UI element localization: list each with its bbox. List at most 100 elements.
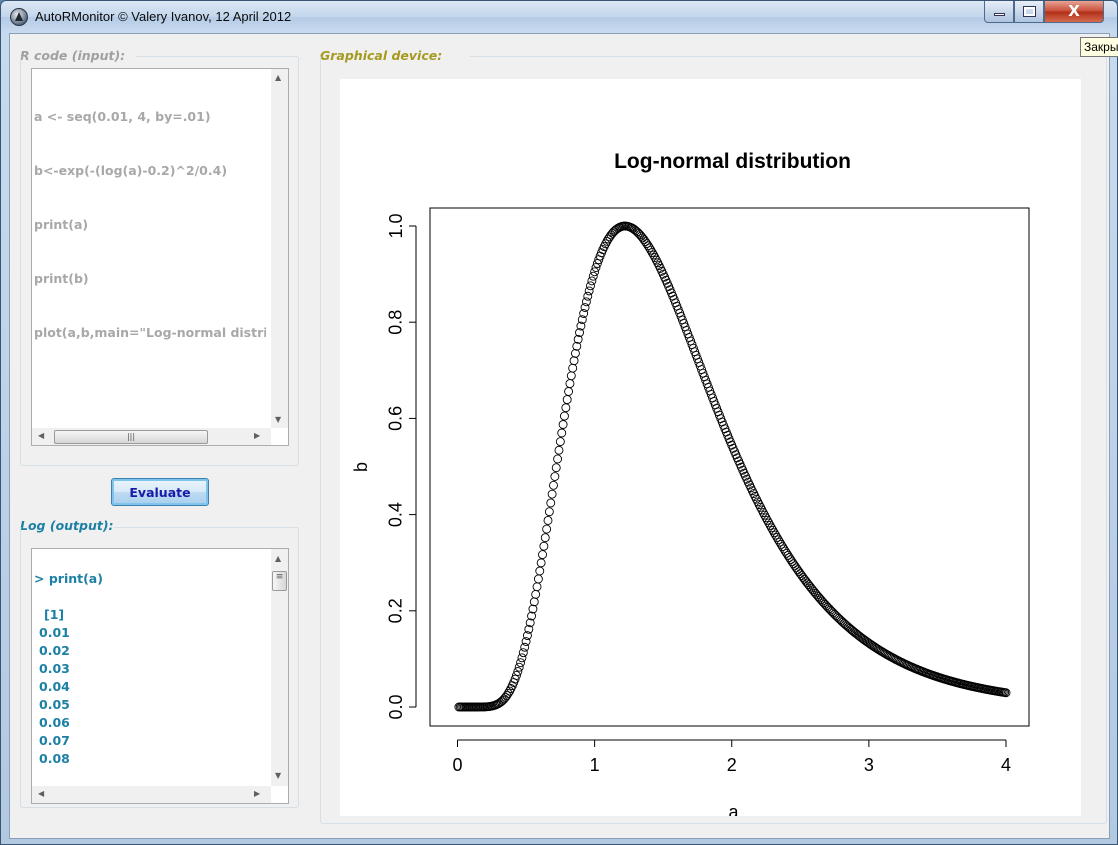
maximize-button[interactable] [1014,1,1044,23]
log-line: 0.01 [39,625,70,640]
log-vertical-scrollbar[interactable]: ▲ ≡ ▼ [271,549,288,786]
code-vertical-scrollbar[interactable]: ▲ ▼ [271,69,288,428]
data-point [518,648,528,658]
graphics-group-label: Graphical device: [320,48,443,63]
data-point [521,637,531,646]
data-point [528,604,538,614]
x-tick-label: 0 [452,755,462,775]
log-output[interactable]: > print(a) [1] 0.01 0.02 0.03 0.04 0.05 … [31,548,289,804]
data-point [758,508,768,518]
log-horizontal-scrollbar[interactable]: ◀ ▶ [32,786,271,803]
log-line: 0.03 [39,661,70,676]
data-point [569,356,579,366]
data-point [642,239,652,249]
code-line: print(b) [34,271,89,286]
data-point [780,546,790,556]
data-point [546,498,556,508]
scroll-down-icon[interactable]: ▼ [275,771,282,780]
data-point [761,513,771,523]
data-point [554,445,564,455]
close-button[interactable]: X [1044,1,1104,23]
data-point [760,510,770,520]
data-point [524,624,534,634]
x-tick-label: 1 [590,755,600,775]
data-point [754,500,764,510]
data-point [757,505,767,515]
app-icon[interactable] [10,8,28,26]
data-point [884,651,894,661]
data-point [889,653,899,663]
log-line: 0.08 [39,751,70,766]
scroll-right-icon[interactable]: ▶ [254,431,261,440]
data-point [503,688,513,698]
x-tick-label: 3 [864,755,874,775]
graphics-group-box [320,56,1107,824]
data-point [502,691,512,700]
data-point [762,515,772,525]
data-point [550,472,560,481]
x-tick-label: 4 [1001,755,1011,775]
scroll-up-icon[interactable]: ▲ [275,554,282,563]
data-point [525,618,535,628]
data-point [584,286,594,296]
log-group-box [20,527,299,808]
data-point [549,480,558,490]
data-point [536,558,546,568]
data-point [1001,688,1011,698]
data-point [570,348,580,358]
minimize-button[interactable] [984,1,1014,23]
client-area: R code (input): a <- seq(0.01, 4, by=.01… [9,33,1110,839]
data-point [516,658,526,668]
code-line: b<-exp(-(log(a)-0.2)^2/0.4) [34,163,228,178]
input-group-line [136,56,298,57]
data-point [576,321,586,331]
data-point [887,653,897,662]
code-input[interactable]: a <- seq(0.01, 4, by=.01) b<-exp(-(log(a… [31,68,289,446]
data-point [565,379,575,389]
data-point [520,642,530,652]
data-point [505,686,515,696]
scroll-left-icon[interactable]: ◀ [38,431,45,440]
data-point [572,341,582,351]
data-point [779,544,789,554]
data-point [561,403,571,413]
data-point [558,420,568,429]
data-point [643,241,653,251]
title-bar[interactable]: AutoRMonitor © Valery Ivanov, 12 April 2… [1,1,1117,33]
data-point [551,463,561,473]
y-tick-label: 0.4 [386,502,406,527]
data-point [778,542,787,552]
scroll-up-icon[interactable]: ▲ [275,73,282,82]
log-group-line [114,527,298,528]
data-point [771,530,781,540]
data-point [531,589,541,599]
data-point [514,662,524,672]
data-point [581,297,591,307]
evaluate-button[interactable]: Evaluate [111,478,209,506]
log-line: 0.02 [39,643,70,658]
data-point [767,523,776,533]
data-point [782,548,792,558]
data-point [601,239,611,249]
vertical-scroll-thumb[interactable]: ≡ [272,571,287,591]
maximize-icon [1022,6,1036,17]
scroll-down-icon[interactable]: ▼ [275,415,282,424]
scroll-right-icon[interactable]: ▶ [254,789,261,798]
data-point [588,271,598,281]
code-horizontal-scrollbar[interactable]: ◀ ||| ▶ [32,428,271,445]
chart-title: Log-normal distribution [614,150,851,173]
code-line: a <- seq(0.01, 4, by=.01) [34,109,211,124]
data-point [765,520,775,530]
data-point [764,518,774,528]
scroll-left-icon[interactable]: ◀ [38,789,45,798]
horizontal-scroll-thumb[interactable]: ||| [54,430,208,444]
y-tick-label: 0.2 [386,598,406,623]
data-point [560,411,569,421]
data-point [539,541,549,551]
data-point [646,245,656,255]
data-point [645,243,654,253]
log-line: 0.04 [39,679,70,694]
x-axis-label: a [728,802,739,816]
data-point [562,395,572,405]
